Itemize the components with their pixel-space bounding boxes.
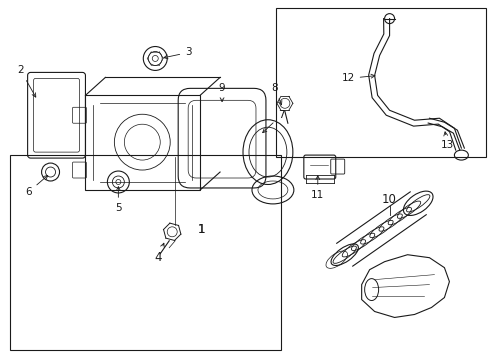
Text: 9: 9 <box>218 84 225 102</box>
Text: 5: 5 <box>115 187 122 213</box>
Text: 13: 13 <box>440 132 453 150</box>
Text: 4: 4 <box>154 243 164 264</box>
Text: 6: 6 <box>25 175 48 197</box>
Text: 8: 8 <box>271 84 281 105</box>
Text: 10: 10 <box>381 193 396 206</box>
Text: 11: 11 <box>310 176 324 200</box>
Text: 3: 3 <box>163 48 191 59</box>
Text: 1: 1 <box>198 223 205 236</box>
Bar <box>276 8 485 157</box>
Text: 1: 1 <box>198 223 205 236</box>
Text: 2: 2 <box>17 66 36 97</box>
Bar <box>85 95 200 190</box>
Text: 12: 12 <box>341 73 374 84</box>
Bar <box>10 155 281 350</box>
Text: 7: 7 <box>262 110 284 132</box>
